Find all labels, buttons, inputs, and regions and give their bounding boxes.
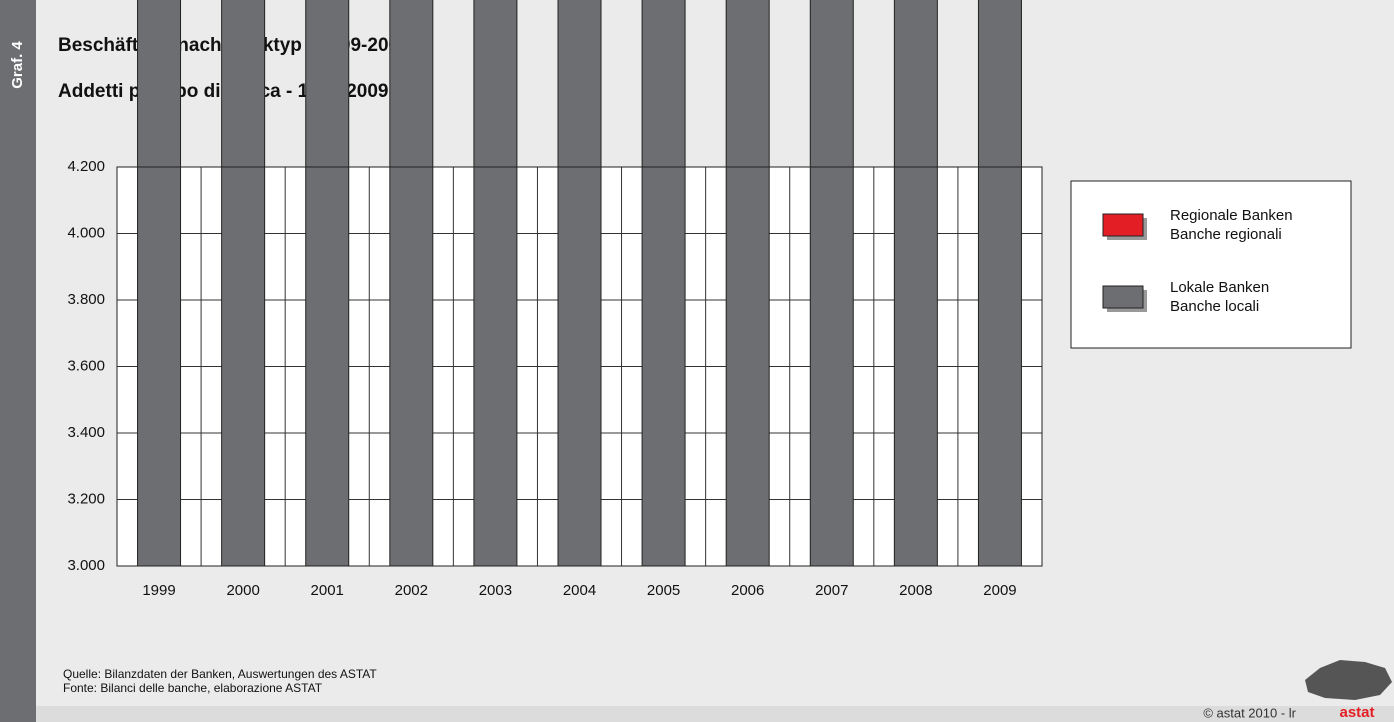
logo-shape bbox=[1305, 660, 1392, 700]
plot-border bbox=[116, 166, 1043, 567]
bar-segment bbox=[305, 0, 350, 567]
bar-segment bbox=[137, 0, 182, 567]
y-tick-label: 3.000 bbox=[67, 557, 105, 574]
x-tick-label: 2000 bbox=[226, 582, 259, 599]
bar-segment bbox=[221, 0, 266, 567]
figure-label: Graf. 4 bbox=[9, 41, 26, 89]
x-tick-label: 1999 bbox=[142, 582, 175, 599]
x-tick-label: 2003 bbox=[479, 582, 512, 599]
source-line: Quelle: Bilanzdaten der Banken, Auswertu… bbox=[63, 667, 377, 681]
bar-segment bbox=[389, 0, 434, 567]
logo: astat bbox=[1339, 704, 1374, 721]
legend-swatch bbox=[1102, 213, 1144, 237]
y-tick-label: 4.200 bbox=[67, 158, 105, 175]
bar-segment bbox=[641, 0, 686, 567]
legend-label: Regionale Banken Banche regionali bbox=[1170, 207, 1293, 243]
y-tick-label: 3.400 bbox=[67, 424, 105, 441]
bar-segment bbox=[893, 0, 938, 567]
bar-segment bbox=[557, 0, 602, 567]
copyright: © astat 2010 - lr bbox=[1203, 705, 1296, 720]
legend-label: Lokale Banken Banche locali bbox=[1170, 279, 1270, 315]
legend-box bbox=[1070, 180, 1352, 349]
x-tick-label: 2008 bbox=[899, 582, 932, 599]
x-tick-label: 2009 bbox=[983, 582, 1016, 599]
bar-segment bbox=[725, 0, 770, 567]
x-tick-label: 2007 bbox=[815, 582, 848, 599]
x-tick-label: 2006 bbox=[731, 582, 764, 599]
footer-strip bbox=[36, 706, 1394, 722]
bar-segment bbox=[473, 0, 518, 567]
x-tick-label: 2001 bbox=[311, 582, 344, 599]
y-tick-label: 3.800 bbox=[67, 291, 105, 308]
source-line: Fonte: Bilanci delle banche, elaborazion… bbox=[63, 681, 323, 695]
legend-swatch bbox=[1102, 285, 1144, 309]
x-tick-label: 2005 bbox=[647, 582, 680, 599]
y-tick-label: 3.200 bbox=[67, 490, 105, 507]
y-tick-label: 4.000 bbox=[67, 224, 105, 241]
y-tick-label: 3.600 bbox=[67, 357, 105, 374]
side-strip bbox=[0, 0, 36, 722]
bar-segment bbox=[809, 0, 854, 567]
x-tick-label: 2004 bbox=[563, 582, 596, 599]
x-tick-label: 2002 bbox=[395, 582, 428, 599]
bar-segment bbox=[977, 0, 1022, 567]
